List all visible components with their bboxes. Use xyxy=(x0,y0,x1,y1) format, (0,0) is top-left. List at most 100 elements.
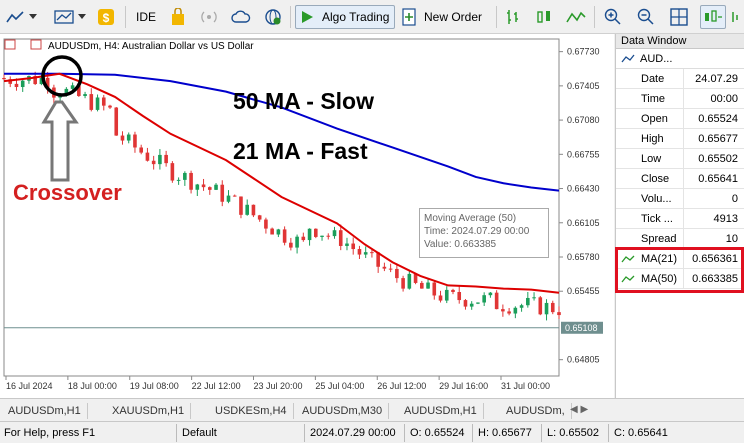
candle-body xyxy=(2,77,6,80)
crossover-circle xyxy=(41,55,83,97)
data-window-row: Tick ... 4913 xyxy=(616,209,744,229)
price-tick-label: 0.66755 xyxy=(567,149,600,159)
tile-windows-icon[interactable] xyxy=(667,5,691,29)
globe-icon[interactable] xyxy=(262,5,284,29)
toolbar: $ IDE Algo Trading New Order xyxy=(0,0,744,34)
candle-body xyxy=(33,76,37,85)
time-tick-label: 18 Jul 00:00 xyxy=(68,381,117,391)
help-text: For Help, press F1 xyxy=(4,427,96,439)
candle-body xyxy=(432,282,437,296)
status-high: H: 0.65677 xyxy=(478,427,532,439)
signal-icon[interactable] xyxy=(198,5,220,29)
chart-tab[interactable]: AUDUSDm, xyxy=(500,403,572,419)
candle-body xyxy=(426,282,430,289)
data-window-row: Close 0.65641 xyxy=(616,169,744,189)
crossover-arrow xyxy=(41,100,79,182)
candle-body xyxy=(126,134,131,141)
candle-body xyxy=(20,80,25,88)
line-chart-icon[interactable] xyxy=(4,5,26,29)
shopping-bag-icon[interactable] xyxy=(167,5,189,29)
chart-canvas[interactable]: 0.67730 0.67405 0.67080 0.66755 0.66430 0.661… xyxy=(0,34,614,398)
candle-body xyxy=(239,196,243,215)
cloud-icon[interactable] xyxy=(229,5,253,29)
chart-tab[interactable]: AUDUSDm,M30 xyxy=(296,403,390,419)
bars-chart-icon[interactable] xyxy=(502,5,524,29)
candle-body xyxy=(413,273,418,283)
chart-tab[interactable]: USDKESm,H4 xyxy=(209,403,294,419)
chart-tab[interactable]: AUDUSDm,H1 xyxy=(2,403,88,419)
zoom-out-icon[interactable] xyxy=(634,5,658,29)
auto-scroll-icon[interactable] xyxy=(700,5,726,29)
candle-body xyxy=(557,312,561,316)
zoom-in-icon[interactable] xyxy=(601,5,625,29)
candle-body xyxy=(301,236,306,241)
candle-body xyxy=(332,230,337,237)
tab-scroll-arrows-icon[interactable]: ◀ ▶ xyxy=(570,404,589,415)
price-tick-label: 0.65780 xyxy=(567,252,600,262)
candle-body xyxy=(214,184,218,190)
data-window-row: Open 0.65524 xyxy=(616,109,744,129)
candle-body xyxy=(183,172,187,180)
chevron-down-icon[interactable] xyxy=(28,5,38,29)
data-window-key: Tick ... xyxy=(641,213,673,225)
candle-body xyxy=(345,243,349,246)
chart-window-icon xyxy=(4,39,16,50)
chart-shift-icon[interactable] xyxy=(730,5,744,29)
candle-body xyxy=(282,229,287,243)
price-tick-label: 0.64805 xyxy=(567,355,600,365)
candle-body xyxy=(513,307,518,314)
candle-body xyxy=(251,204,256,216)
price-tick-label: 0.67730 xyxy=(567,47,600,57)
chart-tab[interactable]: AUDUSDm,H1 xyxy=(398,403,484,419)
candle-body xyxy=(532,297,536,299)
data-window-value: 4913 xyxy=(713,213,738,225)
fast-ma-annotation: 21 MA - Fast xyxy=(233,138,368,164)
candle-body xyxy=(176,179,181,181)
line-chart-icon xyxy=(621,54,635,63)
data-window-key: Volu... xyxy=(641,193,672,205)
ma-line-ma21[interactable] xyxy=(3,72,560,294)
line-chart-type-icon[interactable] xyxy=(564,5,588,29)
candle-body xyxy=(338,230,343,246)
chevron-down-icon[interactable] xyxy=(77,5,87,29)
price-tick-label: 0.65455 xyxy=(567,286,600,296)
candle-body xyxy=(295,236,299,248)
candle-body xyxy=(257,215,262,220)
data-window-value: 0.65502 xyxy=(698,153,738,165)
ma-value: 0.663385 xyxy=(692,273,738,285)
candle-body xyxy=(83,94,87,96)
candle-body xyxy=(395,268,399,279)
candle-body xyxy=(507,311,511,314)
ide-button[interactable]: IDE xyxy=(135,10,156,24)
data-window-symbol[interactable]: AUD... xyxy=(616,49,744,69)
data-window-ma-row: MA(21) 0.656361 xyxy=(616,249,744,269)
algo-trading-button[interactable]: Algo Trading xyxy=(295,5,395,29)
ma-line-ma50[interactable] xyxy=(4,72,560,192)
candle-body xyxy=(226,195,231,202)
price-axis: 0.67730 0.67405 0.67080 0.66755 0.66430 0.661… xyxy=(559,47,603,365)
candle-body xyxy=(351,243,356,250)
candle-body xyxy=(307,228,312,241)
dollar-icon[interactable]: $ xyxy=(95,5,117,29)
status-open: O: 0.65524 xyxy=(410,427,465,439)
candle-body xyxy=(139,147,143,153)
candle-body xyxy=(382,266,387,269)
time-tick-label: 16 Jul 2024 xyxy=(6,381,53,391)
chart-tab[interactable]: XAUUSDm,H1 xyxy=(106,403,192,419)
candle-body xyxy=(232,195,237,197)
status-low: L: 0.65502 xyxy=(547,427,599,439)
candle-body xyxy=(8,79,13,84)
candle-body xyxy=(145,152,150,161)
price-chart[interactable]: 0.67730 0.67405 0.67080 0.66755 0.66430 0.661… xyxy=(0,34,614,398)
bar-chart-type-icon[interactable] xyxy=(52,5,76,29)
candle-body xyxy=(264,219,268,229)
time-tick-label: 31 Jul 00:00 xyxy=(501,381,550,391)
tooltip-line-2: Time: 2024.07.29 00:00 xyxy=(424,226,530,237)
candle-body xyxy=(70,85,75,89)
time-tick-label: 29 Jul 16:00 xyxy=(439,381,488,391)
data-window-value: 24.07.29 xyxy=(695,73,738,85)
candlestick-chart-icon[interactable] xyxy=(533,5,555,29)
new-order-button[interactable]: New Order xyxy=(400,5,490,29)
time-tick-label: 23 Jul 20:00 xyxy=(254,381,303,391)
candle-body xyxy=(170,163,175,181)
